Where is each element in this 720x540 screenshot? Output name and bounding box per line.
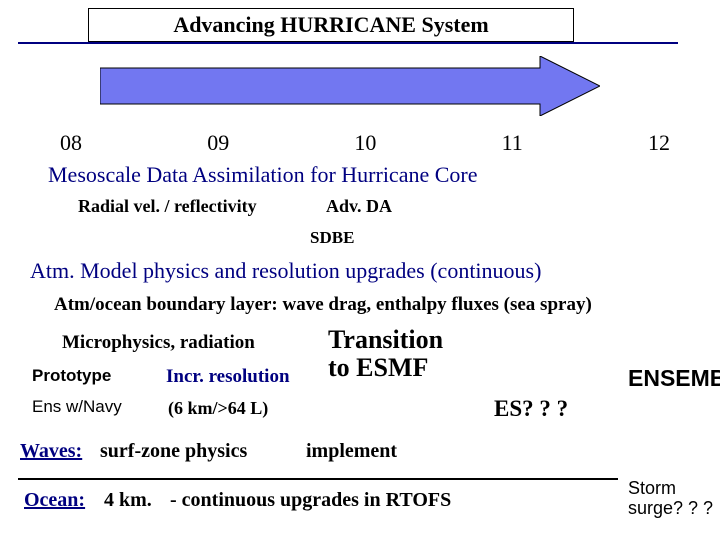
title-box: Advancing HURRICANE System <box>88 8 574 42</box>
year-11: 11 <box>502 130 523 156</box>
timeline-arrow <box>100 56 600 116</box>
radial-text: Radial vel. / reflectivity <box>78 196 257 217</box>
ocean-4km: 4 km. <box>104 489 152 512</box>
year-10: 10 <box>354 130 376 156</box>
transition-text: Transition to ESMF <box>328 326 468 382</box>
atm-ocean-text: Atm/ocean boundary layer: wave drag, ent… <box>54 294 592 316</box>
es-q-text: ES? ? ? <box>494 396 568 422</box>
incr-res-text: Incr. resolution <box>166 366 290 388</box>
heading-atm-model: Atm. Model physics and resolution upgrad… <box>30 258 541 284</box>
waves-impl: implement <box>306 440 397 463</box>
year-08: 08 <box>60 130 82 156</box>
years-row: 08 09 10 11 12 <box>60 130 670 156</box>
heading-mesoscale: Mesoscale Data Assimilation for Hurrican… <box>48 162 477 188</box>
ocean-label: Ocean: <box>24 489 85 512</box>
transition-span: Transition to ESMF <box>328 326 468 382</box>
ens-navy-text: Ens w/Navy <box>32 397 122 417</box>
advda-text: Adv. DA <box>326 196 392 217</box>
year-09: 09 <box>207 130 229 156</box>
title-underline <box>18 42 678 44</box>
storm-surge-span: Storm surge? ? ? <box>628 478 713 518</box>
sixkm-text: (6 km/>64 L) <box>168 398 268 419</box>
year-12: 12 <box>648 130 670 156</box>
waves-surf: surf-zone physics <box>100 440 247 463</box>
sdbe-text: SDBE <box>310 228 354 248</box>
prototype-text: Prototype <box>32 366 111 386</box>
bottom-rule <box>18 478 618 480</box>
ocean-rtofs: - continuous upgrades in RTOFS <box>170 489 451 512</box>
title-text: Advancing HURRICANE System <box>173 12 488 37</box>
waves-label: Waves: <box>20 440 82 463</box>
microphysics-text: Microphysics, radiation <box>62 332 255 354</box>
storm-surge-text: Storm surge? ? ? <box>628 478 718 518</box>
ensemb-text: ENSEMB <box>628 365 720 392</box>
